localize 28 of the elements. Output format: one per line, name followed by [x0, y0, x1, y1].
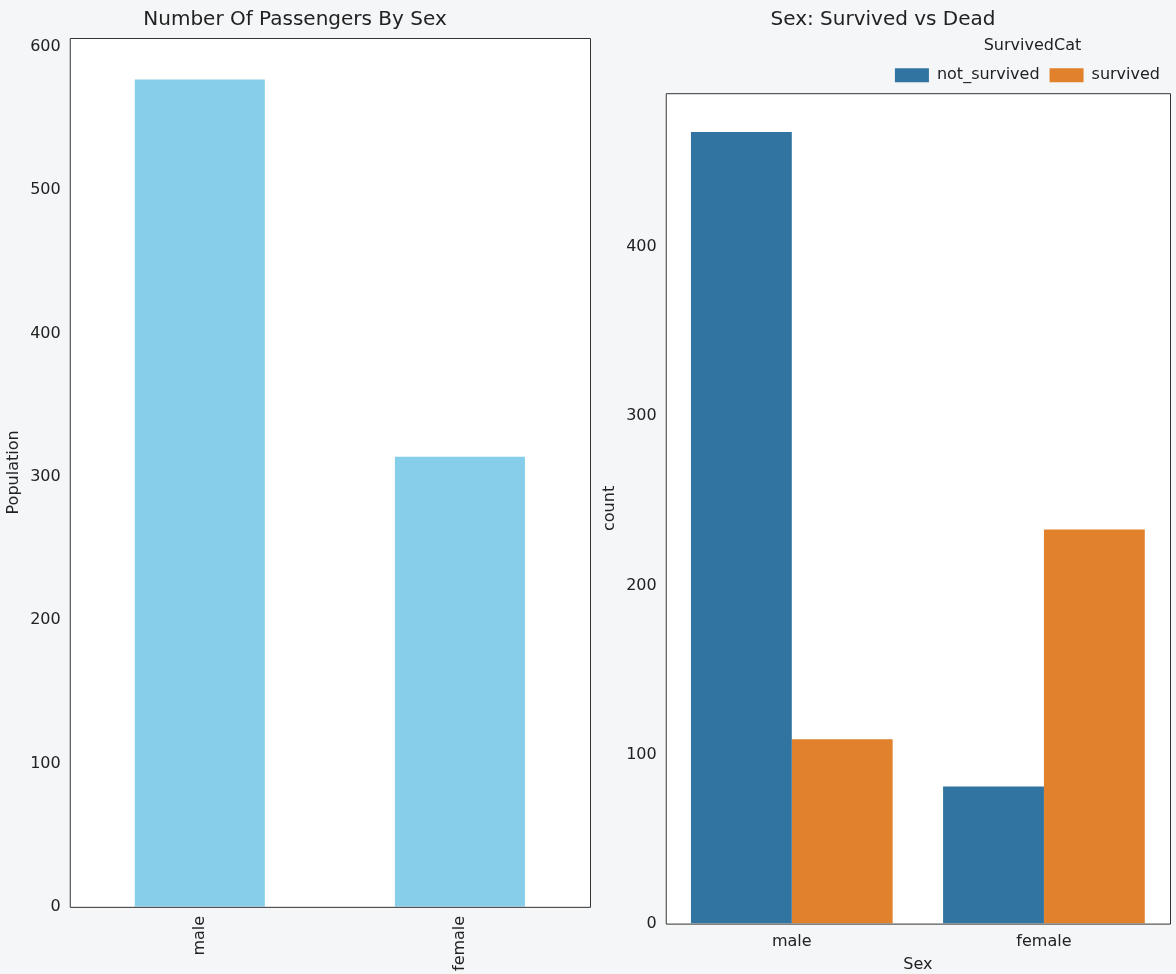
y-tick-label: 0	[646, 912, 657, 932]
legend-label: survived	[1091, 64, 1160, 84]
x-tick-label: male	[771, 931, 812, 951]
y-tick-label: 300	[30, 465, 61, 485]
y-tick-label: 400	[30, 322, 61, 342]
y-tick-label: 200	[30, 609, 61, 629]
bar	[690, 132, 792, 924]
chart-title: Number Of Passengers By Sex	[143, 6, 447, 31]
y-tick-label: 500	[30, 179, 61, 199]
chart-title: Sex: Survived vs Dead	[770, 6, 996, 31]
y-tick-label: 100	[626, 743, 657, 763]
legend-title: SurvivedCat	[983, 35, 1082, 55]
y-tick-label: 200	[626, 574, 657, 594]
bar	[1043, 529, 1145, 924]
y-tick-label: 100	[30, 752, 61, 772]
y-tick-label: 0	[50, 896, 61, 915]
y-axis-title: count	[598, 485, 618, 531]
x-tick-label: female	[1016, 931, 1072, 951]
y-tick-label: 600	[30, 35, 61, 55]
y-axis-title: Population	[2, 430, 22, 515]
y-tick-label: 400	[626, 236, 657, 256]
bar	[791, 739, 893, 924]
x-tick-label: male	[188, 915, 208, 956]
x-axis-title: Sex	[903, 953, 933, 973]
legend-label: not_survived	[936, 64, 1040, 85]
y-tick-label: 300	[626, 405, 657, 425]
bar	[943, 786, 1044, 924]
x-tick-label: female	[449, 915, 469, 971]
